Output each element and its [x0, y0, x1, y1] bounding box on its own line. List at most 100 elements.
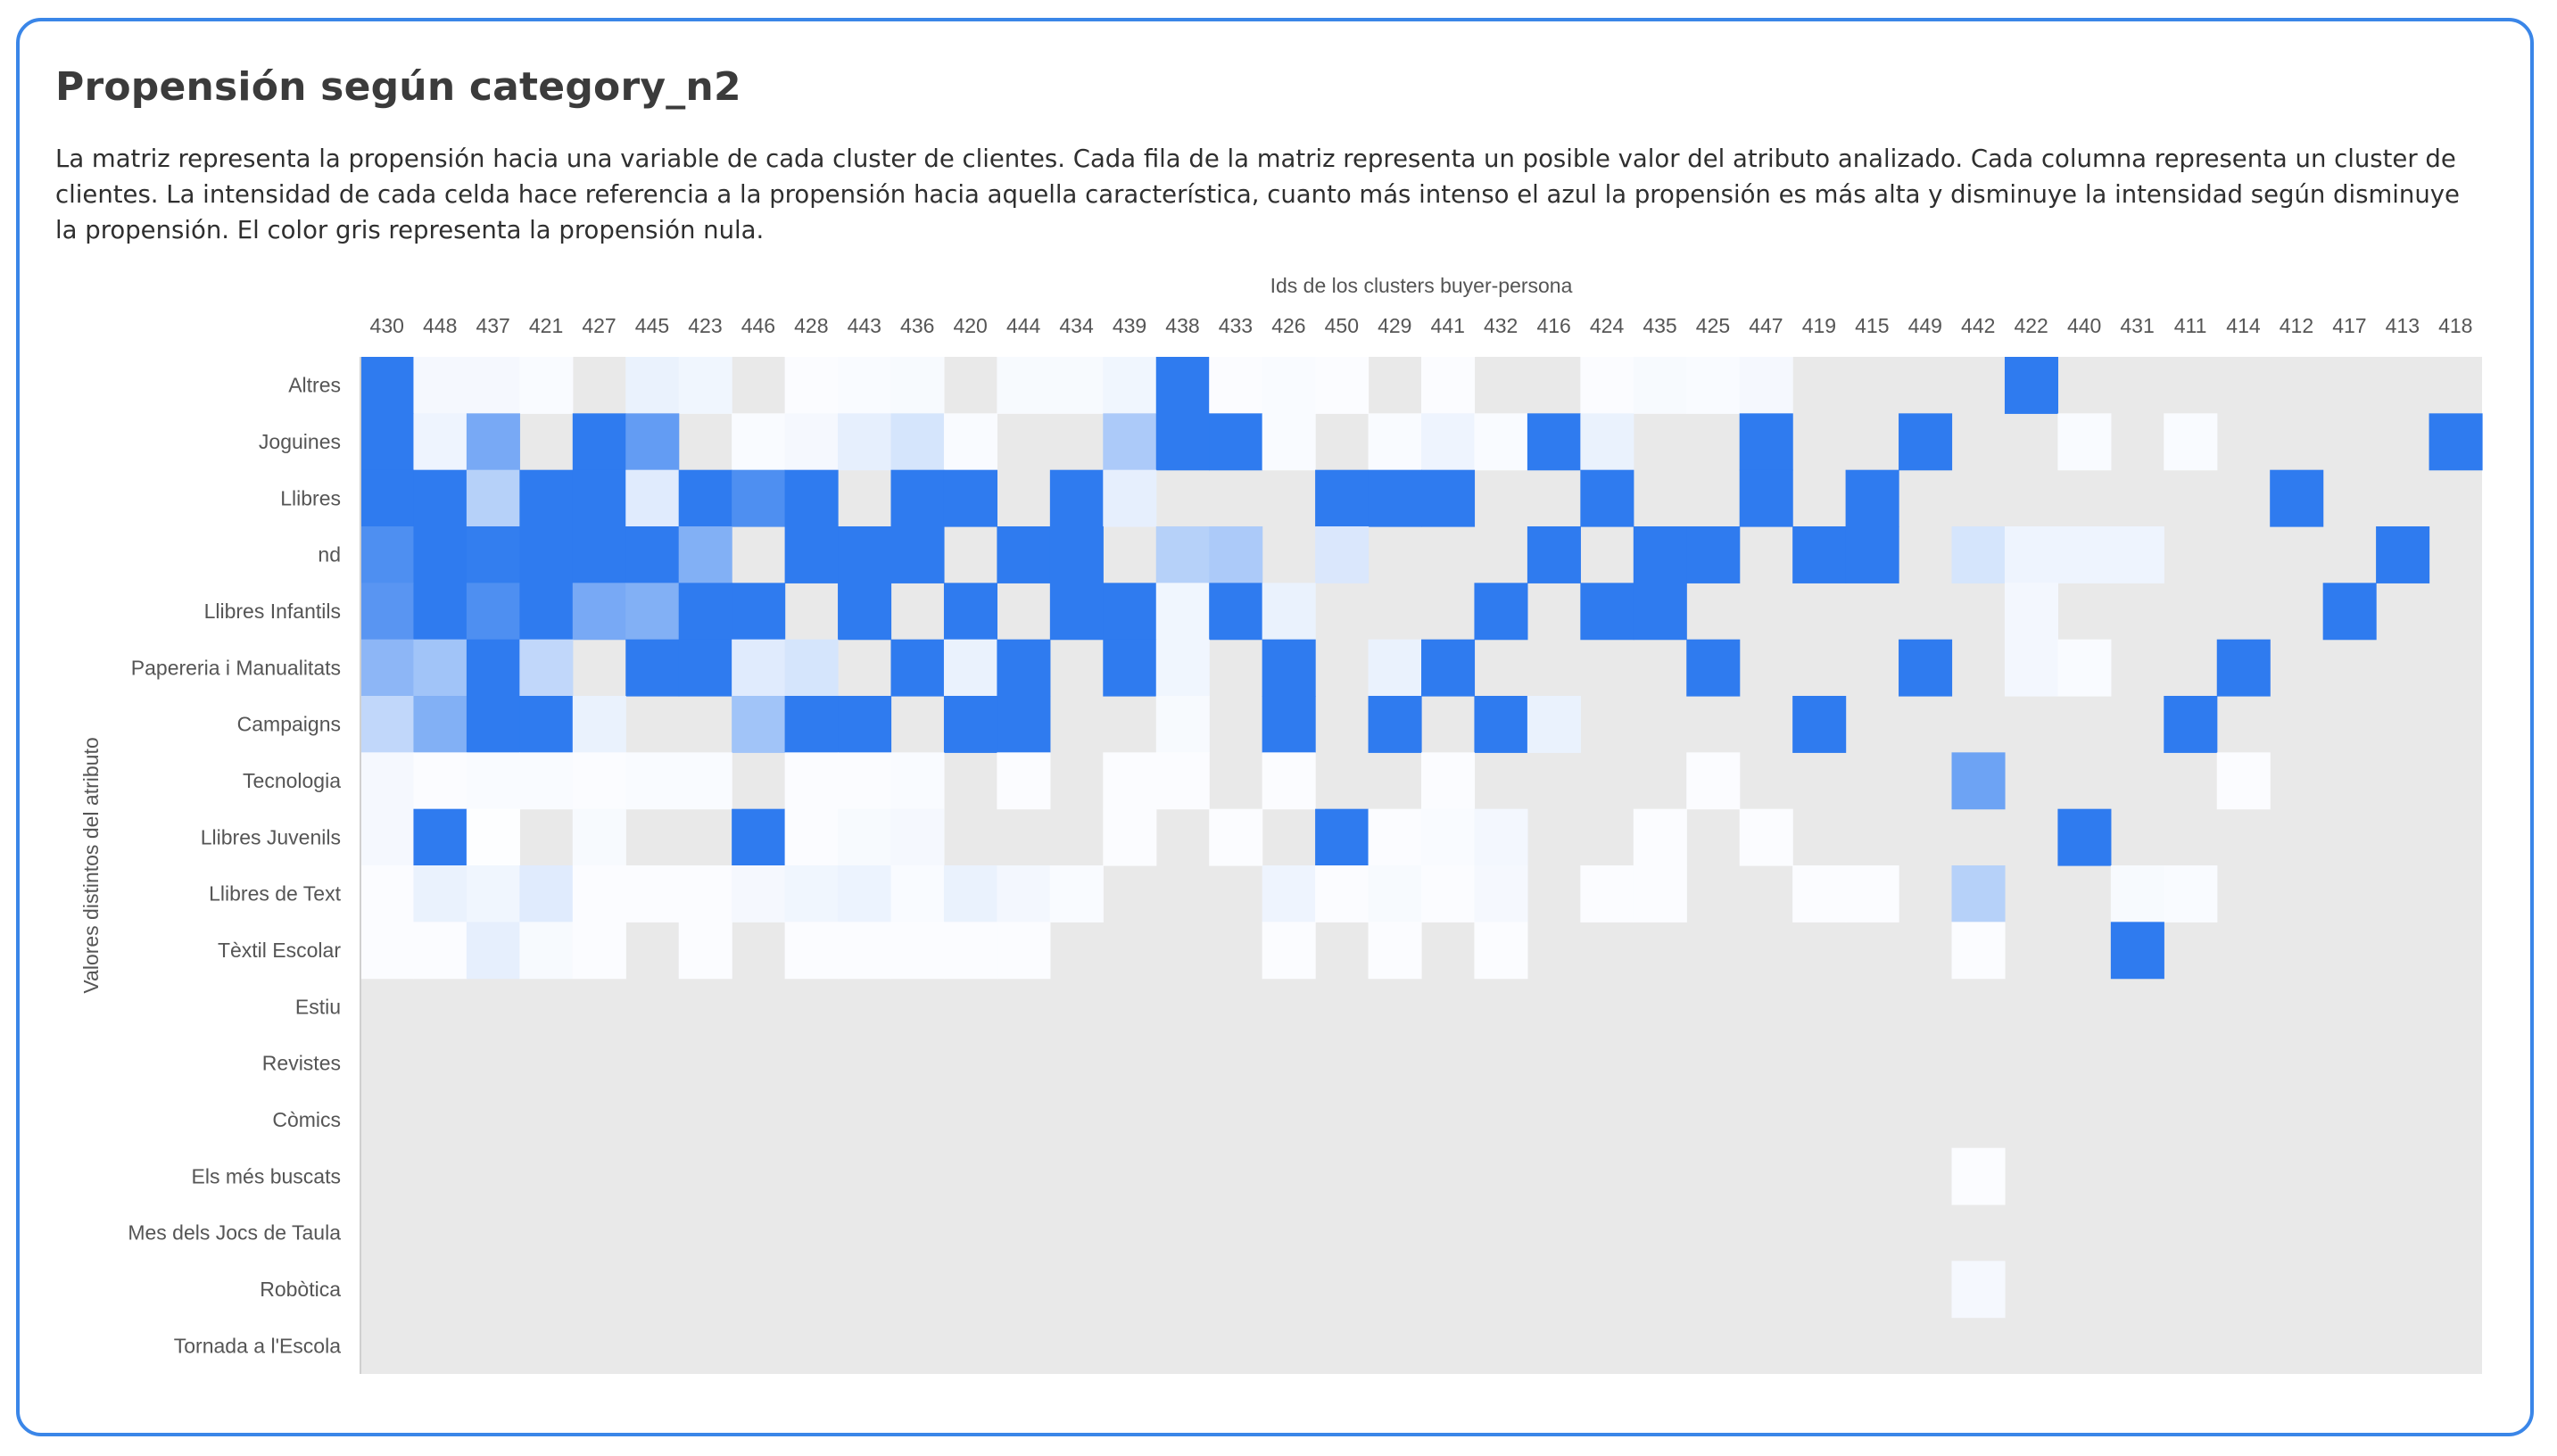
- heatmap-cell: [2164, 413, 2218, 471]
- heatmap-cell: [838, 357, 892, 414]
- x-tick-label: 432: [1484, 314, 1518, 337]
- heatmap-cell: [519, 469, 574, 527]
- heatmap-cell: [572, 583, 626, 641]
- heatmap-cell: [1633, 357, 1687, 414]
- y-tick-label: Llibres Infantils: [204, 600, 341, 623]
- y-tick-labels: Altres Joguines Llibres nd Llibres Infantils…: [128, 374, 341, 1358]
- heatmap-cell: [2164, 865, 2218, 922]
- heatmap-cell: [466, 639, 520, 697]
- y-tick-label: Els més buscats: [192, 1164, 341, 1187]
- x-tick-label: 426: [1271, 314, 1305, 337]
- heatmap-cell: [890, 357, 945, 414]
- x-tick-label: 440: [2067, 314, 2101, 337]
- heatmap-cell: [1686, 752, 1741, 810]
- heatmap-cell: [625, 526, 680, 583]
- heatmap-cell: [1686, 526, 1741, 583]
- x-tick-label: 429: [1378, 314, 1411, 337]
- heatmap-cell: [2057, 413, 2112, 471]
- x-tick-label: 431: [2120, 314, 2154, 337]
- heatmap-cell: [784, 752, 839, 810]
- heatmap-cell: [2322, 583, 2377, 641]
- heatmap-cell: [413, 865, 468, 922]
- heatmap-cell: [1155, 413, 1210, 471]
- heatmap-cell: [784, 413, 839, 471]
- heatmap-cell: [1155, 639, 1210, 697]
- heatmap-cell: [1527, 696, 1581, 753]
- y-tick-label: Llibres de Text: [209, 882, 341, 906]
- heatmap-cell: [2376, 526, 2430, 583]
- heatmap-cell: [413, 922, 468, 980]
- heatmap-cell: [1792, 696, 1847, 753]
- heatmap-cell: [2216, 639, 2271, 697]
- heatmap-cell: [360, 752, 415, 810]
- heatmap-cell: [784, 526, 839, 583]
- heatmap-cell: [1262, 696, 1316, 753]
- heatmap-cell: [572, 808, 626, 866]
- heatmap-cell: [1474, 696, 1528, 753]
- heatmap-cell: [1792, 865, 1847, 922]
- heatmap-cell: [625, 865, 680, 922]
- x-tick-label: 436: [900, 314, 934, 337]
- heatmap-cell: [997, 922, 1051, 980]
- heatmap-cell: [732, 413, 786, 471]
- heatmap-cell: [1580, 583, 1634, 641]
- heatmap-cell: [1739, 413, 1793, 471]
- x-tick-label: 435: [1643, 314, 1676, 337]
- heatmap-cell: [678, 357, 732, 414]
- heatmap-cell: [1474, 413, 1528, 471]
- heatmap-cell: [360, 413, 415, 471]
- heatmap-cell: [784, 808, 839, 866]
- heatmap-cell: [1368, 639, 1422, 697]
- heatmap-cell: [1103, 639, 1157, 697]
- x-tick-label: 448: [423, 314, 457, 337]
- y-tick-label: Tèxtil Escolar: [218, 939, 341, 962]
- y-tick-label: Revistes: [262, 1052, 341, 1075]
- heatmap-cell: [838, 413, 892, 471]
- heatmap-cell: [2057, 808, 2112, 866]
- heatmap-cell: [519, 357, 574, 414]
- heatmap-cell: [1845, 526, 1899, 583]
- heatmap-cell: [1951, 1261, 2006, 1319]
- heatmap-cell: [625, 413, 680, 471]
- heatmap-cell: [1421, 639, 1476, 697]
- x-tick-label: 425: [1696, 314, 1730, 337]
- heatmap-cell: [2270, 469, 2324, 527]
- heatmap-cell: [466, 413, 520, 471]
- x-tick-label: 413: [2386, 314, 2420, 337]
- heatmap-cell: [1580, 469, 1634, 527]
- heatmap-cell: [890, 469, 945, 527]
- heatmap-cell: [784, 639, 839, 697]
- heatmap-cell: [1262, 639, 1316, 697]
- heatmap-cell: [1049, 357, 1104, 414]
- heatmap-cell: [466, 922, 520, 980]
- heatmap-cell: [1739, 357, 1793, 414]
- x-tick-label: 412: [2280, 314, 2313, 337]
- heatmap-cell: [1049, 865, 1104, 922]
- heatmap-cell: [838, 696, 892, 753]
- heatmap-cell: [997, 526, 1051, 583]
- heatmap-cell: [466, 808, 520, 866]
- heatmap-cell: [890, 752, 945, 810]
- x-tick-label: 437: [476, 314, 509, 337]
- heatmap-cell: [1103, 752, 1157, 810]
- heatmap-cell: [413, 357, 468, 414]
- heatmap-cell: [1951, 752, 2006, 810]
- heatmap-cell: [625, 639, 680, 697]
- heatmap-cell: [890, 922, 945, 980]
- heatmap-cell: [2429, 413, 2483, 471]
- heatmap-cell: [1792, 526, 1847, 583]
- heatmap-cell: [1262, 752, 1316, 810]
- heatmap-cell: [1633, 583, 1687, 641]
- heatmap-cell: [519, 583, 574, 641]
- heatmap-cell: [890, 413, 945, 471]
- x-tick-label: 416: [1536, 314, 1570, 337]
- heatmap-cell: [1474, 865, 1528, 922]
- heatmap-cell: [1315, 808, 1370, 866]
- heatmap-cell: [1049, 469, 1104, 527]
- heatmap-cell: [572, 413, 626, 471]
- heatmap-cell: [1686, 357, 1741, 414]
- heatmap-cell: [1049, 583, 1104, 641]
- x-tick-label: 424: [1590, 314, 1625, 337]
- heatmap-cell: [466, 583, 520, 641]
- heatmap-cell: [943, 922, 997, 980]
